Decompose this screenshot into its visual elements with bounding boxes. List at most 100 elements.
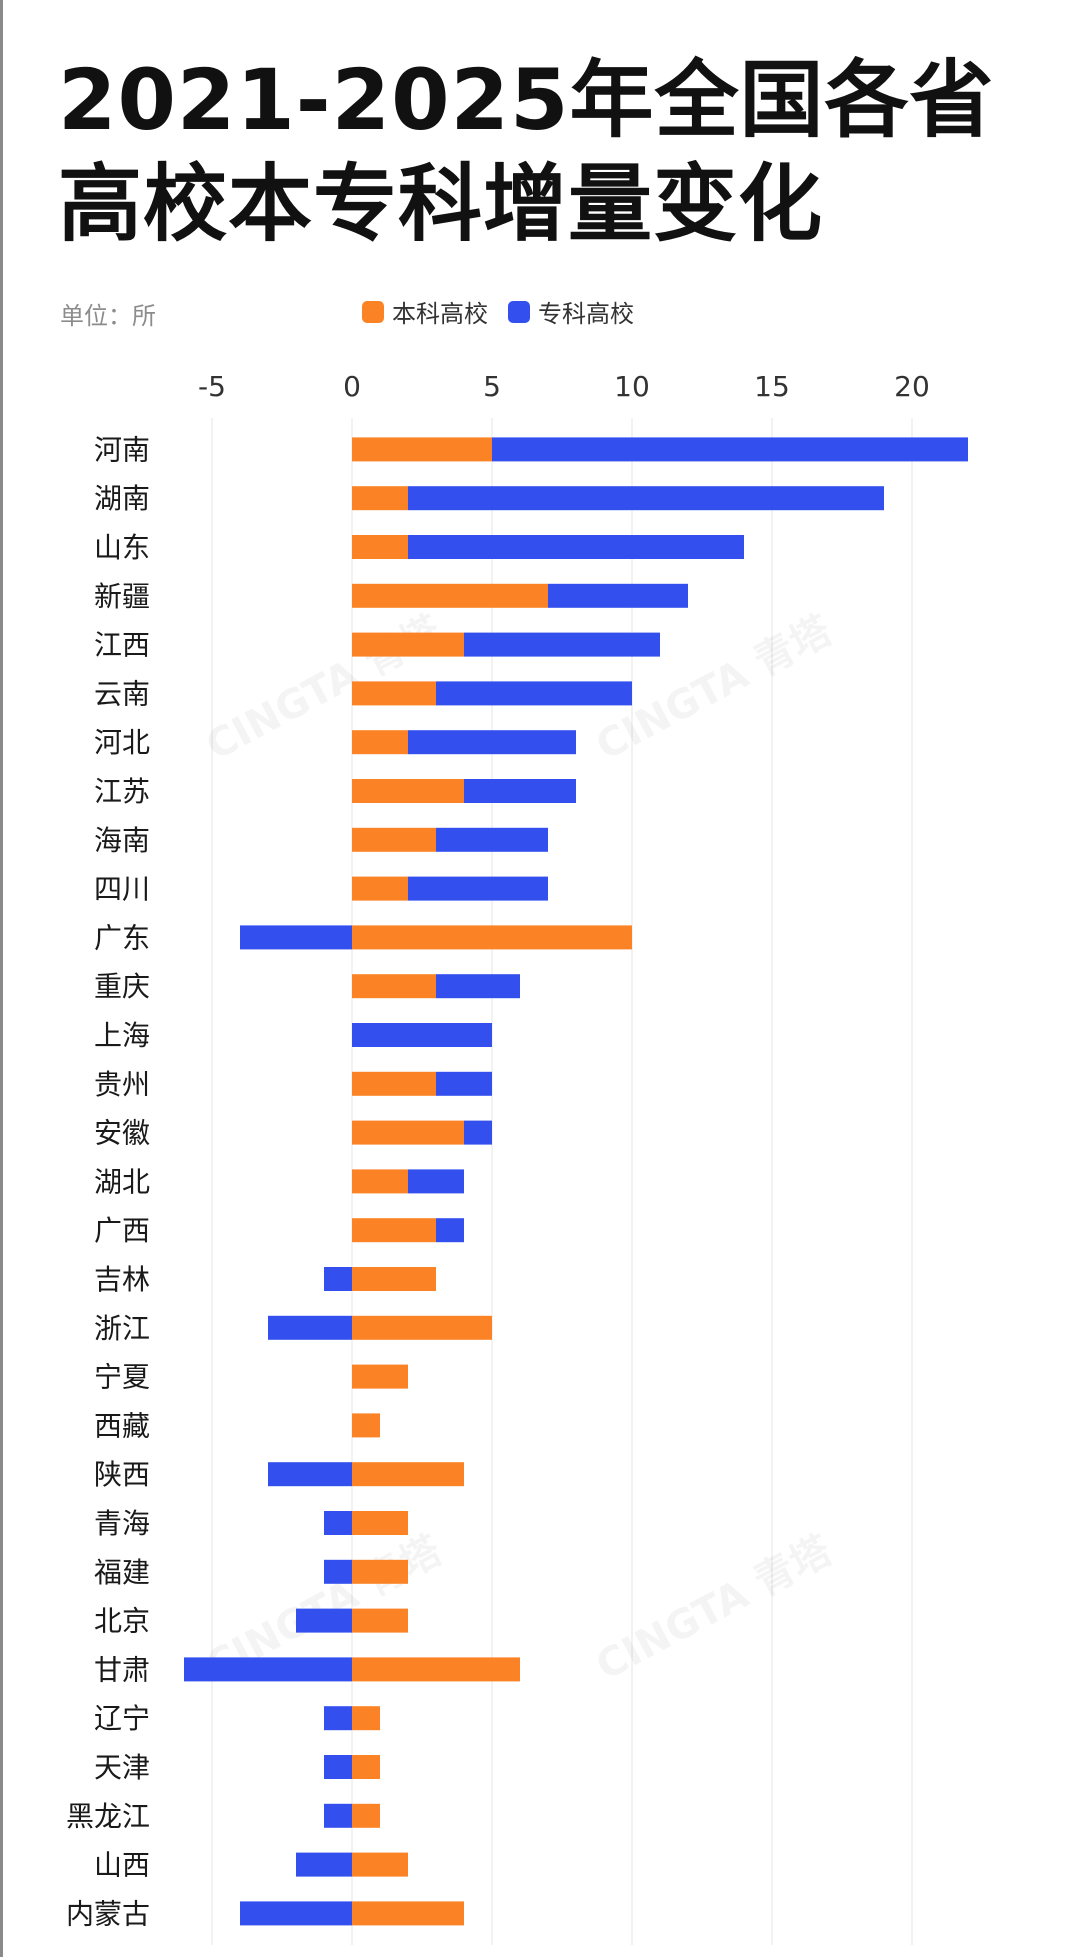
y-category-label: 安徽 (94, 1117, 150, 1150)
y-category-label: 广东 (94, 921, 150, 954)
bar-undergrad (352, 1462, 464, 1487)
bar-undergrad (352, 1511, 408, 1535)
bar-undergrad (352, 925, 632, 950)
y-category-label: 辽宁 (94, 1702, 150, 1735)
bar-junior (240, 1901, 352, 1926)
bar-undergrad (352, 779, 464, 803)
bar-undergrad (352, 1706, 380, 1731)
bar-undergrad (352, 535, 408, 559)
y-category-label: 福建 (94, 1556, 150, 1589)
bar-undergrad (352, 1852, 408, 1877)
bar-undergrad (352, 1169, 408, 1194)
y-category-label: 山西 (94, 1849, 150, 1882)
y-category-label: 北京 (94, 1605, 150, 1638)
bar-junior (548, 583, 688, 608)
y-category-label: 河北 (94, 726, 150, 759)
y-category-label: 山东 (94, 531, 150, 564)
bar-junior (324, 1706, 352, 1731)
y-category-label: 上海 (94, 1019, 150, 1052)
left-border (0, 0, 3, 1957)
bar-junior (324, 1755, 352, 1779)
bar-junior (324, 1559, 352, 1584)
bar-junior (436, 1071, 492, 1096)
bar-undergrad (352, 1120, 464, 1145)
x-tick-label: 15 (754, 370, 790, 403)
x-tick-label: 5 (483, 370, 501, 403)
y-category-label: 江西 (94, 629, 150, 662)
bar-undergrad (352, 1608, 408, 1633)
y-category-label: 内蒙古 (66, 1897, 150, 1930)
bar-undergrad (352, 730, 408, 755)
bar-undergrad (352, 632, 464, 657)
bar-junior (352, 1023, 492, 1047)
y-category-label: 吉林 (94, 1263, 150, 1296)
unit-label: 单位：所 (60, 302, 156, 330)
bar-undergrad (352, 1803, 380, 1828)
bar-junior (464, 1120, 492, 1145)
y-category-label: 河南 (94, 433, 150, 466)
chart-title-line2: 高校本专科增量变化 (58, 155, 824, 253)
bar-undergrad (352, 1559, 408, 1584)
y-category-label: 黑龙江 (66, 1800, 150, 1833)
y-category-label: 湖南 (94, 482, 150, 515)
bar-undergrad (352, 1315, 492, 1340)
bar-junior (436, 1218, 464, 1243)
x-tick-label: 10 (614, 370, 650, 403)
bar-junior (408, 486, 884, 511)
label-layer: 河南湖南山东新疆江西云南河北江苏海南四川广东重庆上海贵州安徽湖北广西吉林浙江宁夏… (66, 433, 150, 1930)
y-category-label: 云南 (94, 677, 150, 710)
bar-undergrad (352, 1901, 464, 1926)
bar-undergrad (352, 437, 492, 462)
y-category-label: 广西 (94, 1214, 150, 1247)
bar-junior (464, 779, 576, 803)
bar-junior (408, 876, 548, 901)
bar-junior (492, 437, 968, 462)
chart-title: 2021-2025年全国各省 高校本专科增量变化 (58, 48, 994, 256)
bar-undergrad (352, 1657, 520, 1682)
bar-junior (184, 1657, 352, 1682)
bar-junior (268, 1315, 352, 1340)
bar-undergrad (352, 1218, 436, 1243)
bar-junior (408, 535, 744, 559)
bar-junior (324, 1267, 352, 1291)
legend-item-junior: 专科高校 (508, 294, 634, 329)
bar-junior (324, 1511, 352, 1535)
bar-junior (268, 1462, 352, 1487)
tick-layer: -5 0 5 10 15 20 (198, 370, 930, 403)
y-category-label: 四川 (94, 873, 150, 906)
y-category-label: 西藏 (94, 1409, 150, 1442)
bar-junior (464, 632, 660, 657)
bar-junior (324, 1803, 352, 1828)
bar-undergrad (352, 1413, 380, 1438)
y-category-label: 陕西 (94, 1458, 150, 1491)
y-category-label: 江苏 (94, 775, 150, 808)
bar-undergrad (352, 876, 408, 901)
bar-undergrad (352, 974, 436, 999)
watermark-text: CINGTA 青塔 (589, 1527, 840, 1690)
bar-undergrad (352, 1755, 380, 1779)
bar-undergrad (352, 1364, 408, 1389)
y-category-label: 浙江 (94, 1312, 150, 1345)
bar-undergrad (352, 1071, 436, 1096)
bar-layer (184, 437, 968, 1926)
bar-junior (436, 827, 548, 852)
legend-item-undergrad: 本科高校 (362, 294, 488, 329)
bar-undergrad (352, 681, 436, 706)
bar-junior (296, 1852, 352, 1877)
bar-undergrad (352, 486, 408, 511)
y-category-label: 海南 (94, 824, 150, 857)
y-category-label: 天津 (94, 1751, 150, 1784)
y-category-label: 青海 (94, 1507, 150, 1540)
y-category-label: 新疆 (94, 580, 150, 613)
bar-undergrad (352, 1267, 436, 1291)
x-tick-label: 0 (343, 370, 361, 403)
bar-undergrad (352, 583, 548, 608)
legend-label-undergrad: 本科高校 (392, 300, 488, 328)
x-tick-label: -5 (198, 370, 226, 403)
y-category-label: 甘肃 (94, 1653, 150, 1686)
chart-title-line1: 2021-2025年全国各省 (58, 51, 995, 149)
x-tick-label: 20 (894, 370, 930, 403)
legend-label-junior: 专科高校 (538, 300, 634, 328)
bar-undergrad (352, 827, 436, 852)
